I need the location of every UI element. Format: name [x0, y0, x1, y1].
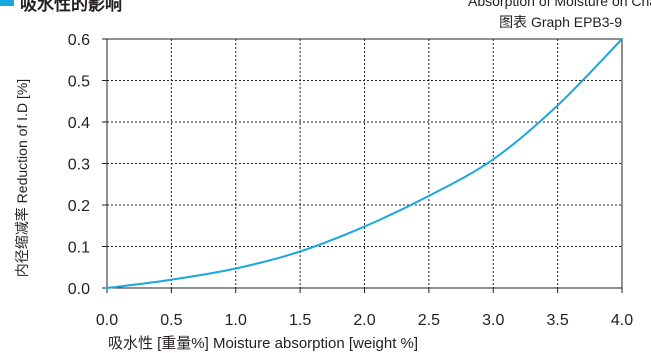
x-axis-label: 吸水性 [重量%] Moisture absorption [weight %] — [108, 335, 418, 352]
y-tick-label: 0.6 — [68, 32, 90, 49]
y-tick-label: 0.1 — [68, 240, 90, 257]
x-tick-label: 2.0 — [353, 312, 375, 329]
x-tick-label: 2.5 — [418, 312, 440, 329]
top-banner: 吸水性的影响 Absorption of Moisture on Change — [0, 0, 651, 12]
series-line — [106, 38, 623, 289]
section-marker — [0, 0, 14, 6]
chart-title: 图表 Graph EPB3-9 — [499, 14, 622, 30]
y-tick-label: 0.2 — [68, 198, 90, 215]
x-tick-label: 1.0 — [225, 312, 247, 329]
section-title: 吸水性的影响 — [20, 0, 122, 12]
y-tick-labels: 0.0 0.1 0.2 0.3 0.4 0.5 0.6 — [68, 32, 90, 298]
x-tick-label: 3.0 — [482, 312, 504, 329]
y-tick-label: 0.3 — [68, 157, 90, 174]
y-tick-label: 0.5 — [68, 74, 90, 91]
x-tick-label: 0.5 — [160, 312, 182, 329]
section-caption: Absorption of Moisture on Change — [468, 0, 651, 9]
x-tick-label: 4.0 — [611, 312, 633, 329]
y-tick-label: 0.4 — [68, 115, 90, 132]
x-tick-label: 0.0 — [96, 312, 118, 329]
x-tick-label: 3.5 — [547, 312, 569, 329]
x-tick-labels: 0.0 0.5 1.0 1.5 2.0 2.5 3.0 3.5 4.0 — [96, 312, 633, 329]
plot-frame — [106, 38, 623, 289]
y-tick-label: 0.0 — [68, 281, 90, 298]
x-tick-label: 1.5 — [289, 312, 311, 329]
y-axis-label: 内径缩减率 Reduction of I.D [%] — [14, 79, 30, 277]
series-layer — [106, 38, 623, 289]
grid — [102, 38, 623, 293]
